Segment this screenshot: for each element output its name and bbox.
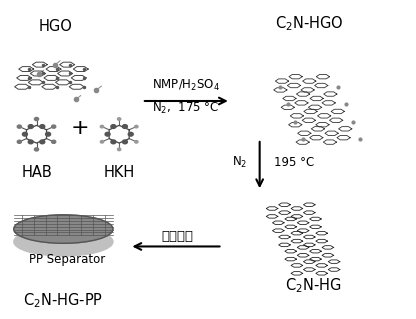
- Text: HKH: HKH: [104, 165, 135, 180]
- Text: 195 °C: 195 °C: [274, 156, 314, 169]
- Text: N$_2$: N$_2$: [232, 155, 247, 170]
- Circle shape: [117, 148, 121, 151]
- Circle shape: [128, 132, 133, 136]
- Text: 真空抽滤: 真空抽滤: [161, 230, 193, 243]
- Text: HGO: HGO: [38, 19, 72, 34]
- Text: HAB: HAB: [21, 165, 52, 180]
- Circle shape: [105, 132, 110, 136]
- Text: C$_2$N-HG: C$_2$N-HG: [285, 277, 342, 295]
- Circle shape: [28, 140, 33, 144]
- Circle shape: [46, 132, 51, 136]
- Circle shape: [40, 125, 45, 129]
- Text: N$_2$,  175 °C: N$_2$, 175 °C: [152, 101, 220, 116]
- Ellipse shape: [14, 227, 113, 256]
- Circle shape: [111, 140, 116, 144]
- Text: NMP/H$_2$SO$_4$: NMP/H$_2$SO$_4$: [152, 78, 220, 93]
- Circle shape: [122, 140, 127, 144]
- Circle shape: [100, 141, 104, 143]
- Circle shape: [122, 125, 127, 129]
- Circle shape: [111, 125, 116, 129]
- Circle shape: [100, 125, 104, 128]
- Text: C$_2$N-HGO: C$_2$N-HGO: [275, 14, 344, 33]
- Circle shape: [52, 140, 56, 143]
- Circle shape: [28, 125, 33, 129]
- Circle shape: [17, 140, 21, 143]
- Text: PP Separator: PP Separator: [30, 253, 106, 266]
- Circle shape: [135, 125, 138, 128]
- Circle shape: [35, 117, 39, 121]
- Text: C$_2$N-HG-PP: C$_2$N-HG-PP: [23, 291, 104, 309]
- Ellipse shape: [14, 215, 113, 243]
- Circle shape: [135, 141, 138, 143]
- Circle shape: [17, 125, 21, 128]
- Circle shape: [117, 118, 121, 120]
- Circle shape: [35, 148, 39, 151]
- Circle shape: [22, 132, 27, 136]
- Circle shape: [40, 140, 45, 144]
- Circle shape: [52, 125, 56, 128]
- Text: +: +: [71, 118, 89, 138]
